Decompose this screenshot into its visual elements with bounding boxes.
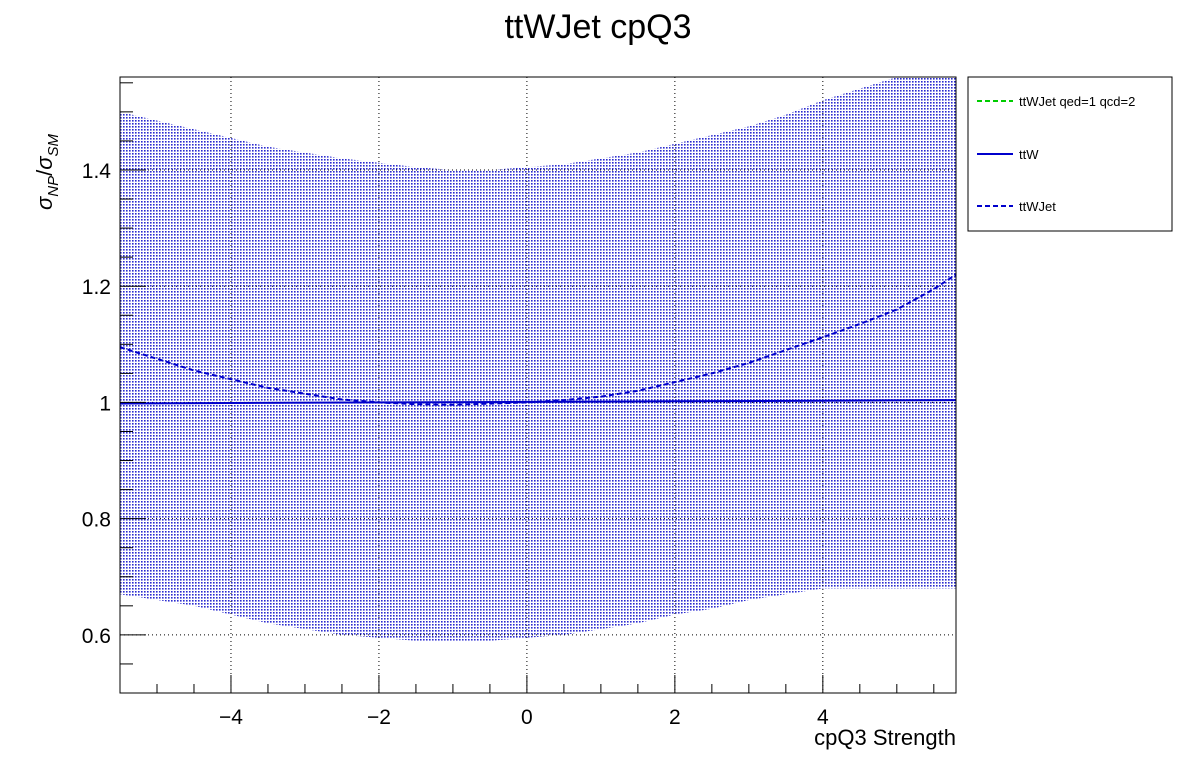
y-tick-label: 1 <box>99 392 111 415</box>
legend-entry-ttwjet-qed: ttWJet qed=1 qcd=2 <box>977 94 1135 109</box>
x-tick-label: 4 <box>817 706 829 729</box>
y-tick-label: 0.6 <box>82 625 111 648</box>
series-line-1 <box>120 399 956 405</box>
legend: ttWJet qed=1 qcd=2 ttW ttWJet <box>967 76 1173 232</box>
tick-label-layer: −4 −2 0 2 4 0.6 0.8 1 1.2 1.4 <box>82 160 829 729</box>
legend-label-ttwjet-qed: ttWJet qed=1 qcd=2 <box>1019 94 1135 109</box>
y-tick-label: 0.8 <box>82 509 111 532</box>
legend-entry-ttw: ttW <box>977 147 1039 162</box>
tick-layer <box>120 82 935 694</box>
y-label-sigma-sm: σ <box>32 156 57 170</box>
y-label-slash: / <box>32 169 57 176</box>
plot-area: −4 −2 0 2 4 0.6 0.8 1 1.2 1.4 <box>82 76 957 729</box>
y-label-sigma-np: σ <box>32 196 57 210</box>
y-tick-label: 1.4 <box>82 160 112 183</box>
uncertainty-band-layer <box>120 77 956 641</box>
y-tick-label: 1.2 <box>82 276 111 299</box>
y-label-sub-np: NP <box>45 176 62 197</box>
x-tick-label: 0 <box>521 706 533 729</box>
grid-layer <box>120 77 956 693</box>
x-tick-label: −4 <box>219 706 243 729</box>
series-line-2 <box>120 273 956 406</box>
x-tick-label: 2 <box>669 706 681 729</box>
chart-title: ttWJet cpQ3 <box>504 8 691 46</box>
plot-frame <box>119 76 957 694</box>
series-layer <box>120 273 956 406</box>
y-axis-label: σNP/σSM <box>32 133 62 210</box>
legend-label-ttwjet: ttWJet <box>1019 199 1056 214</box>
y-label-sub-sm: SM <box>45 133 62 156</box>
x-axis-label: cpQ3 Strength <box>814 725 956 750</box>
legend-entry-ttwjet: ttWJet <box>977 199 1056 214</box>
legend-label-ttw: ttW <box>1019 147 1039 162</box>
x-tick-label: −2 <box>367 706 391 729</box>
uncertainty-band <box>120 77 956 641</box>
